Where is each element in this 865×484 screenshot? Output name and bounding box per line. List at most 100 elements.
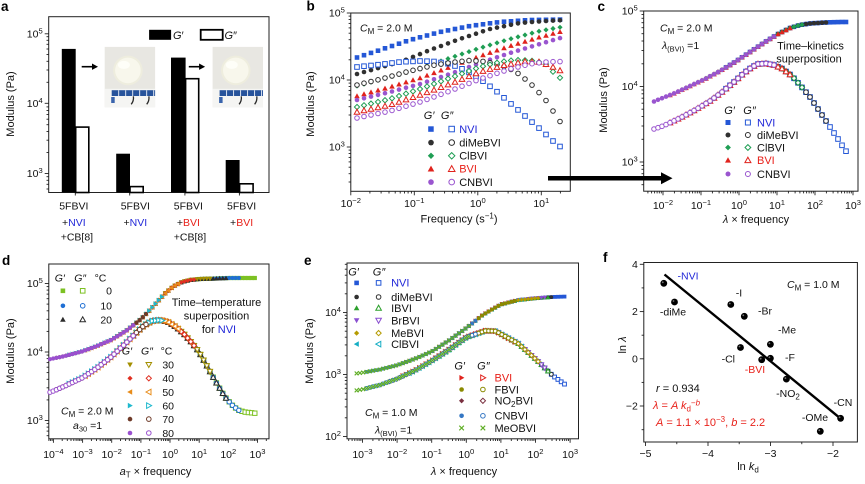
- svg-text:CNBVI: CNBVI: [495, 411, 529, 423]
- svg-text:0: 0: [632, 353, 638, 365]
- svg-text:80: 80: [162, 428, 174, 440]
- svg-text:-diMe: -diMe: [660, 307, 686, 319]
- svg-text:G″: G″: [373, 267, 387, 279]
- svg-text:10: 10: [100, 301, 112, 313]
- svg-text:Time–kinetics: Time–kinetics: [777, 41, 844, 53]
- svg-text:70: 70: [162, 414, 174, 426]
- svg-text:+NVI: +NVI: [62, 217, 86, 229]
- svg-text:superposition: superposition: [776, 54, 841, 66]
- svg-text:b: b: [307, 0, 315, 14]
- svg-text:CM = 2.0 M: CM = 2.0 M: [360, 23, 413, 37]
- svg-text:5FBVI: 5FBVI: [59, 201, 88, 213]
- svg-text:-F: -F: [785, 352, 795, 364]
- svg-text:G″: G″: [441, 110, 455, 122]
- svg-text:λ × frequency: λ × frequency: [430, 466, 498, 478]
- svg-text:Modulus (Pa): Modulus (Pa): [5, 71, 17, 136]
- svg-text:a: a: [1, 0, 9, 14]
- svg-text:G′: G′: [454, 361, 466, 373]
- svg-text:CM = 1.0 M: CM = 1.0 M: [365, 407, 418, 421]
- svg-text:G″: G″: [743, 105, 757, 117]
- svg-text:CM = 1.0 M: CM = 1.0 M: [787, 279, 840, 293]
- svg-text:diMeBVI: diMeBVI: [459, 137, 501, 149]
- svg-text:20: 20: [100, 314, 112, 326]
- svg-text:G″: G″: [74, 273, 87, 285]
- svg-text:G″: G″: [477, 361, 491, 373]
- svg-text:G′: G′: [348, 267, 360, 279]
- svg-text:+CB[8]: +CB[8]: [174, 232, 206, 244]
- svg-text:+NVI: +NVI: [123, 217, 147, 229]
- svg-text:ln kd: ln kd: [737, 461, 759, 475]
- svg-text:NVI: NVI: [459, 124, 477, 136]
- svg-text:-OMe: -OMe: [802, 412, 828, 424]
- svg-text:-BVI: -BVI: [745, 364, 765, 376]
- svg-text:60: 60: [162, 400, 174, 412]
- svg-text:−3: −3: [765, 448, 777, 460]
- svg-text:G′: G′: [724, 105, 736, 117]
- svg-text:r = 0.934: r = 0.934: [656, 383, 700, 395]
- svg-text:aT × frequency: aT × frequency: [120, 466, 192, 479]
- svg-text:5FBVI: 5FBVI: [227, 201, 256, 213]
- svg-text:for NVI: for NVI: [202, 324, 236, 336]
- svg-text:30: 30: [162, 360, 174, 372]
- svg-text:−5: −5: [640, 448, 652, 460]
- svg-text:−4: −4: [702, 448, 714, 460]
- svg-text:-Cl: -Cl: [722, 354, 735, 366]
- svg-text:MeOBVI: MeOBVI: [495, 423, 537, 435]
- svg-text:diMeBVI: diMeBVI: [391, 292, 433, 304]
- svg-text:superposition: superposition: [184, 311, 249, 323]
- svg-text:-I: -I: [736, 288, 742, 300]
- svg-text:λ(BVI) =1: λ(BVI) =1: [374, 425, 412, 439]
- svg-text:ClBVI: ClBVI: [391, 339, 419, 351]
- svg-text:50: 50: [162, 387, 174, 399]
- svg-text:FBVI: FBVI: [495, 384, 519, 396]
- svg-text:Modulus (Pa): Modulus (Pa): [5, 318, 17, 383]
- svg-text:-Me: -Me: [778, 325, 796, 337]
- svg-text:BVI: BVI: [495, 373, 513, 385]
- svg-text:40: 40: [162, 373, 174, 385]
- svg-text:ClBVI: ClBVI: [459, 151, 487, 163]
- svg-text:CM = 2.0 M: CM = 2.0 M: [660, 23, 713, 37]
- svg-text:Frequency (s−1): Frequency (s−1): [421, 212, 498, 226]
- svg-text:Modulus (Pa): Modulus (Pa): [305, 71, 317, 136]
- svg-text:4: 4: [632, 259, 638, 271]
- svg-text:NVI: NVI: [391, 278, 409, 290]
- svg-text:5FBVI: 5FBVI: [174, 201, 203, 213]
- svg-text:NO2BVI: NO2BVI: [495, 396, 534, 410]
- svg-text:BVI: BVI: [459, 164, 477, 176]
- svg-text:diMeBVI: diMeBVI: [757, 130, 799, 142]
- svg-text:ln λ: ln λ: [617, 336, 629, 353]
- svg-text:-Br: -Br: [758, 306, 773, 318]
- svg-text:0: 0: [106, 286, 112, 298]
- svg-text:c: c: [598, 0, 606, 14]
- svg-text:Modulus (Pa): Modulus (Pa): [598, 67, 610, 132]
- svg-text:λ × frequency: λ × frequency: [722, 214, 790, 226]
- svg-text:CM = 2.0 M: CM = 2.0 M: [61, 406, 114, 420]
- svg-text:+BVI: +BVI: [230, 217, 253, 229]
- svg-text:-NO2: -NO2: [776, 388, 800, 402]
- svg-text:+CB[8]: +CB[8]: [61, 232, 93, 244]
- svg-text:Modulus (Pa): Modulus (Pa): [304, 318, 316, 383]
- svg-text:G′: G′: [122, 346, 133, 358]
- svg-text:5FBVI: 5FBVI: [121, 201, 150, 213]
- svg-text:CNBVI: CNBVI: [459, 177, 493, 189]
- svg-text:G′: G′: [424, 110, 436, 122]
- svg-text:G′: G′: [173, 30, 184, 42]
- svg-text:°C: °C: [161, 346, 173, 358]
- svg-text:a30 =1: a30 =1: [73, 420, 102, 434]
- svg-text:CNBVI: CNBVI: [757, 169, 791, 181]
- svg-text:G″: G″: [141, 346, 154, 358]
- svg-text:e: e: [304, 253, 312, 268]
- svg-text:G′: G′: [55, 273, 66, 285]
- svg-text:−2: −2: [827, 448, 839, 460]
- svg-text:λ(BVI) =1: λ(BVI) =1: [661, 40, 699, 54]
- svg-text:+BVI: +BVI: [177, 217, 200, 229]
- svg-text:f: f: [603, 250, 608, 265]
- svg-text:A = 1.1 × 10−3, b = 2.2: A = 1.1 × 10−3, b = 2.2: [655, 415, 765, 429]
- svg-text:BVI: BVI: [757, 155, 775, 167]
- svg-text:G″: G″: [225, 30, 238, 42]
- svg-text:MeBVI: MeBVI: [391, 328, 424, 340]
- svg-text:−2: −2: [626, 401, 638, 413]
- svg-text:NVI: NVI: [757, 117, 775, 129]
- svg-text:-CN: -CN: [834, 397, 853, 409]
- svg-text:IBVI: IBVI: [391, 303, 412, 315]
